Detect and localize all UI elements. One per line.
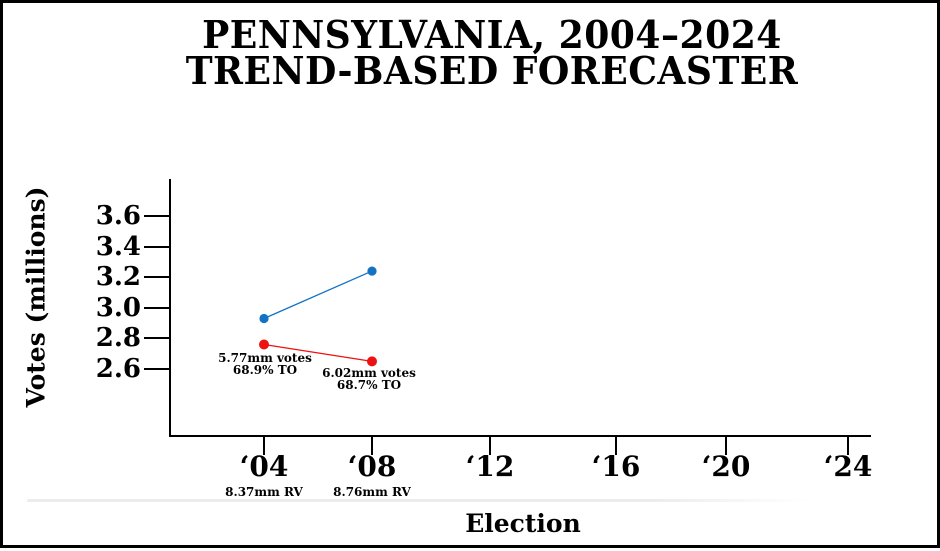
- x-axis-line: [169, 435, 871, 437]
- x-tick-mark: [615, 436, 617, 455]
- trend-line-democratic: [263, 270, 373, 320]
- x-tick-label: ‘16: [591, 450, 641, 483]
- annotation-2008: 6.02mm votes 68.7% TO: [299, 367, 439, 391]
- y-tick-label: 3.0: [95, 292, 141, 323]
- x-tick-label: ‘08: [347, 450, 397, 483]
- x-tick-mark: [263, 436, 265, 455]
- y-tick-label: 2.6: [95, 354, 141, 384]
- y-tick-mark: [144, 368, 170, 370]
- annotation-2004-votes: 5.77mm votes: [218, 351, 312, 365]
- y-tick-mark: [144, 215, 170, 217]
- y-tick-label: 2.8: [95, 323, 141, 354]
- data-point-democratic: [367, 266, 377, 276]
- chart-title-line2: TREND-BASED FORECASTER: [185, 48, 799, 93]
- data-point-republican: [259, 339, 269, 350]
- y-tick-mark: [144, 276, 170, 279]
- y-tick-mark: [144, 306, 170, 309]
- data-point-republican: [367, 356, 377, 367]
- x-tick-mark: [371, 436, 373, 455]
- y-axis-line: [169, 179, 171, 437]
- y-tick-mark: [144, 245, 170, 248]
- data-point-democratic: [259, 313, 269, 324]
- annotation-2004-turnout: 68.9% TO: [232, 363, 298, 377]
- x-tick-mark: [489, 436, 491, 455]
- annotation-2004: 5.77mm votes 68.9% TO: [195, 352, 335, 376]
- x-tick-label: ‘20: [701, 450, 751, 483]
- x-tick-label: ‘12: [465, 450, 515, 483]
- background-band: [27, 499, 809, 502]
- x-tick-label: ‘24: [823, 450, 873, 483]
- x-tick-mark: [725, 436, 727, 455]
- x-tick-mark: [847, 436, 849, 455]
- annotation-2008-turnout: 68.7% TO: [336, 378, 402, 392]
- x-axis-title: Election: [465, 509, 581, 538]
- chart-title-line1: PENNSYLVANIA, 2004–2024: [202, 12, 782, 57]
- y-tick-label: 3.6: [95, 201, 141, 231]
- y-tick-label: 3.2: [95, 262, 141, 293]
- x-tick-sublabel: 8.37mm RV: [225, 485, 303, 499]
- y-tick-mark: [144, 337, 170, 340]
- annotation-2008-votes: 6.02mm votes: [322, 366, 416, 380]
- x-tick-label: ‘04: [239, 450, 289, 483]
- chart-title: PENNSYLVANIA, 2004–2024 TREND-BASED FORE…: [69, 12, 915, 93]
- y-tick-label: 3.4: [95, 231, 141, 262]
- x-tick-sublabel: 8.76mm RV: [333, 485, 411, 499]
